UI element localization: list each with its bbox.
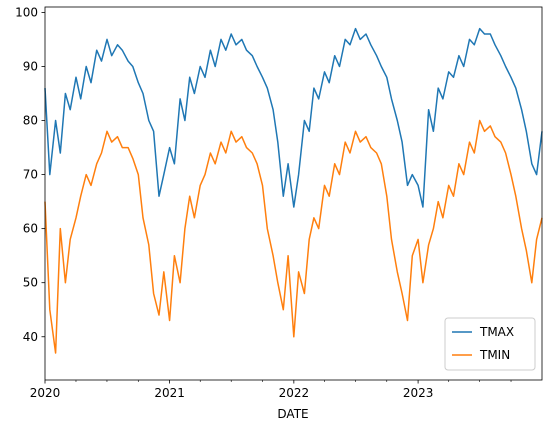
y-tick-label: 90 (23, 59, 38, 73)
series-line-tmax (44, 27, 543, 208)
y-tick-label: 70 (23, 168, 38, 182)
x-tick-label: 2020 (30, 386, 61, 400)
series-line-tmin (44, 119, 543, 354)
legend-label-tmin: TMIN (479, 348, 510, 362)
x-axis: 2020 2021 2022 2023 (30, 380, 512, 400)
y-axis: 40 50 60 70 80 90 100 (15, 5, 45, 344)
y-tick-label: 60 (23, 222, 38, 236)
legend: TMAX TMIN (444, 317, 536, 371)
y-tick-label: 40 (23, 330, 38, 344)
legend-label-tmax: TMAX (479, 325, 514, 339)
x-tick-label: 2021 (154, 386, 185, 400)
y-tick-label: 80 (23, 114, 38, 128)
series-layer (44, 27, 543, 354)
x-axis-title: DATE (277, 407, 308, 421)
y-tick-label: 50 (23, 276, 38, 290)
x-tick-label: 2022 (279, 386, 310, 400)
legend-box (444, 317, 536, 371)
x-tick-label: 2023 (403, 386, 434, 400)
y-tick-label: 100 (15, 5, 38, 19)
